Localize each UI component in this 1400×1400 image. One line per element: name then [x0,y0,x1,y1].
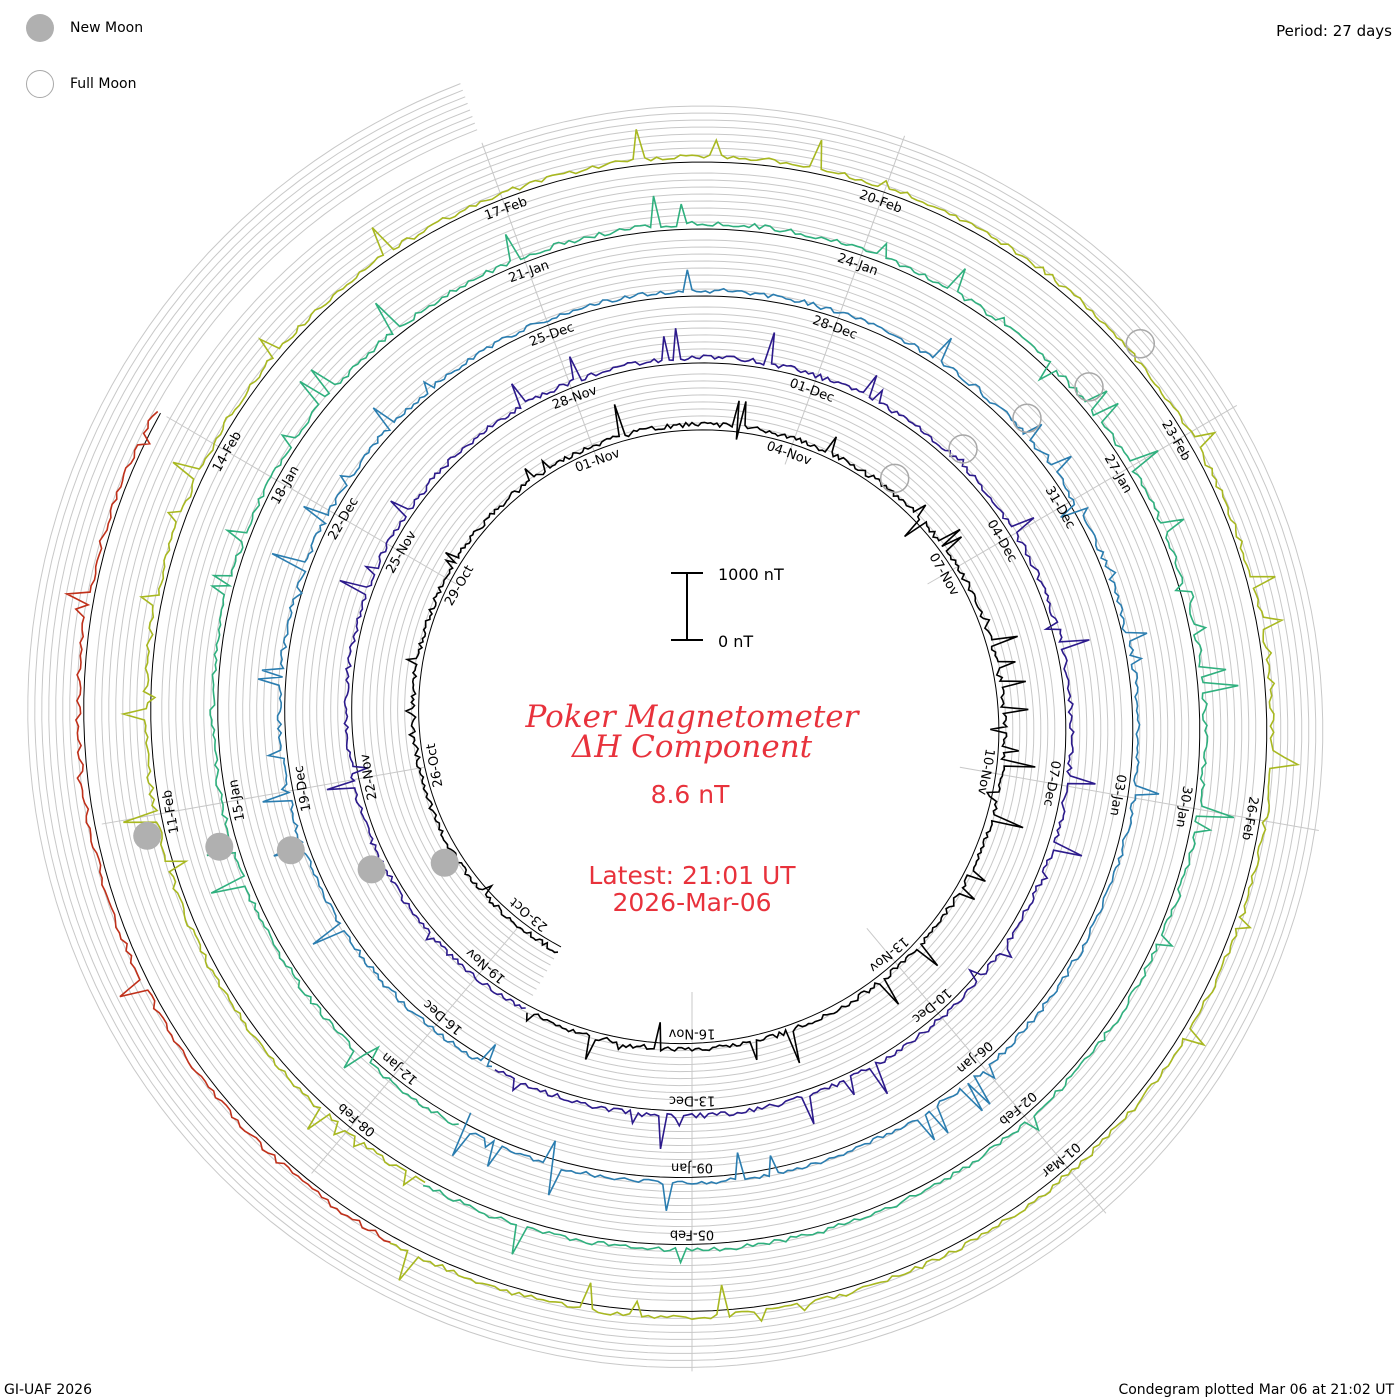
grid-spiral-2 [69,122,1282,1326]
date-label: 13-Dec [669,1092,715,1107]
date-label: 26-Oct [424,742,446,788]
radial-grid-line-5 [784,135,906,465]
grid-spiral-5 [48,102,1303,1347]
new-moon-marker [205,832,234,861]
new-moon-marker [357,855,386,884]
date-label: 09-Jan [671,1159,713,1174]
period-label: Period: 27 days [1276,22,1392,40]
current-value: 8.6 nT [651,780,731,809]
date-label: 15-Jan [226,778,248,822]
date-label: 05-Feb [670,1226,714,1241]
radial-grid-line-4 [481,142,600,465]
full-moon-marker [1074,372,1104,402]
footer-credit: GI-UAF 2026 [4,1382,92,1398]
footer-plot-time: Condegram plotted Mar 06 at 21:02 UT [1118,1382,1394,1398]
radial-grid-line-2 [101,766,425,825]
date-label: 17-Feb [483,194,530,223]
grid-spiral-3 [62,116,1289,1333]
new-moon-marker [276,836,305,865]
radial-grid-line-3 [166,416,457,585]
grid-spiral-6 [41,96,1310,1354]
trace-rotation-4 [206,195,1239,1265]
moon-marker-layer [133,329,1156,884]
grid-spiral-4 [55,109,1296,1340]
new-moon-label: New Moon [70,20,144,36]
full-moon-icon [26,70,54,98]
new-moon-icon [26,14,54,42]
chart-subtitle: ΔH Component [571,729,813,765]
trace-rotation-6 [63,410,391,1243]
legend-full-moon: Full Moon [26,70,136,98]
date-label: 16-Nov [668,1025,715,1040]
date-label: 25-Dec [528,320,577,350]
scale-bottom-label: 0 nT [718,632,753,651]
reference-circles [83,161,1268,1312]
chart-title: Poker Magnetometer [525,699,861,735]
trace-rotation-1 [404,400,1036,1064]
full-moon-marker [948,434,978,464]
scale-top-label: 1000 nT [718,565,784,584]
radial-grid-line-6 [927,405,1238,585]
trace-rotation-2 [326,328,1096,1150]
new-moon-marker [133,821,162,850]
latest-time: Latest: 21:01 UT [588,861,796,890]
grid-spiral-7 [34,89,1317,1361]
radial-grid-line-1 [311,928,518,1174]
latest-date: 2026-Mar-06 [612,888,771,917]
grid-spiral-8 [27,83,1324,1368]
date-label: 23-Oct [507,894,550,934]
date-label: 08-Feb [335,1099,379,1139]
radial-grid-line-7 [959,766,1319,832]
trace-layer [63,129,1301,1323]
trace-rotation-5 [120,129,1301,1323]
new-moon-marker [430,848,459,877]
radial-grid-line-8 [866,928,1107,1214]
full-moon-marker [879,463,910,494]
scale-bar: 1000 nT 0 nT [671,565,784,651]
date-label: 30-Jan [1172,785,1194,829]
baseline-spiral [83,161,1268,1312]
date-label: 03-Jan [1106,773,1128,817]
legend-new-moon: New Moon [26,14,143,42]
date-label: 01-Nov [573,446,622,476]
full-moon-marker [1125,329,1156,359]
full-moon-label: Full Moon [70,76,137,92]
trace-rotation-3 [257,269,1160,1211]
full-moon-marker [1012,403,1042,434]
